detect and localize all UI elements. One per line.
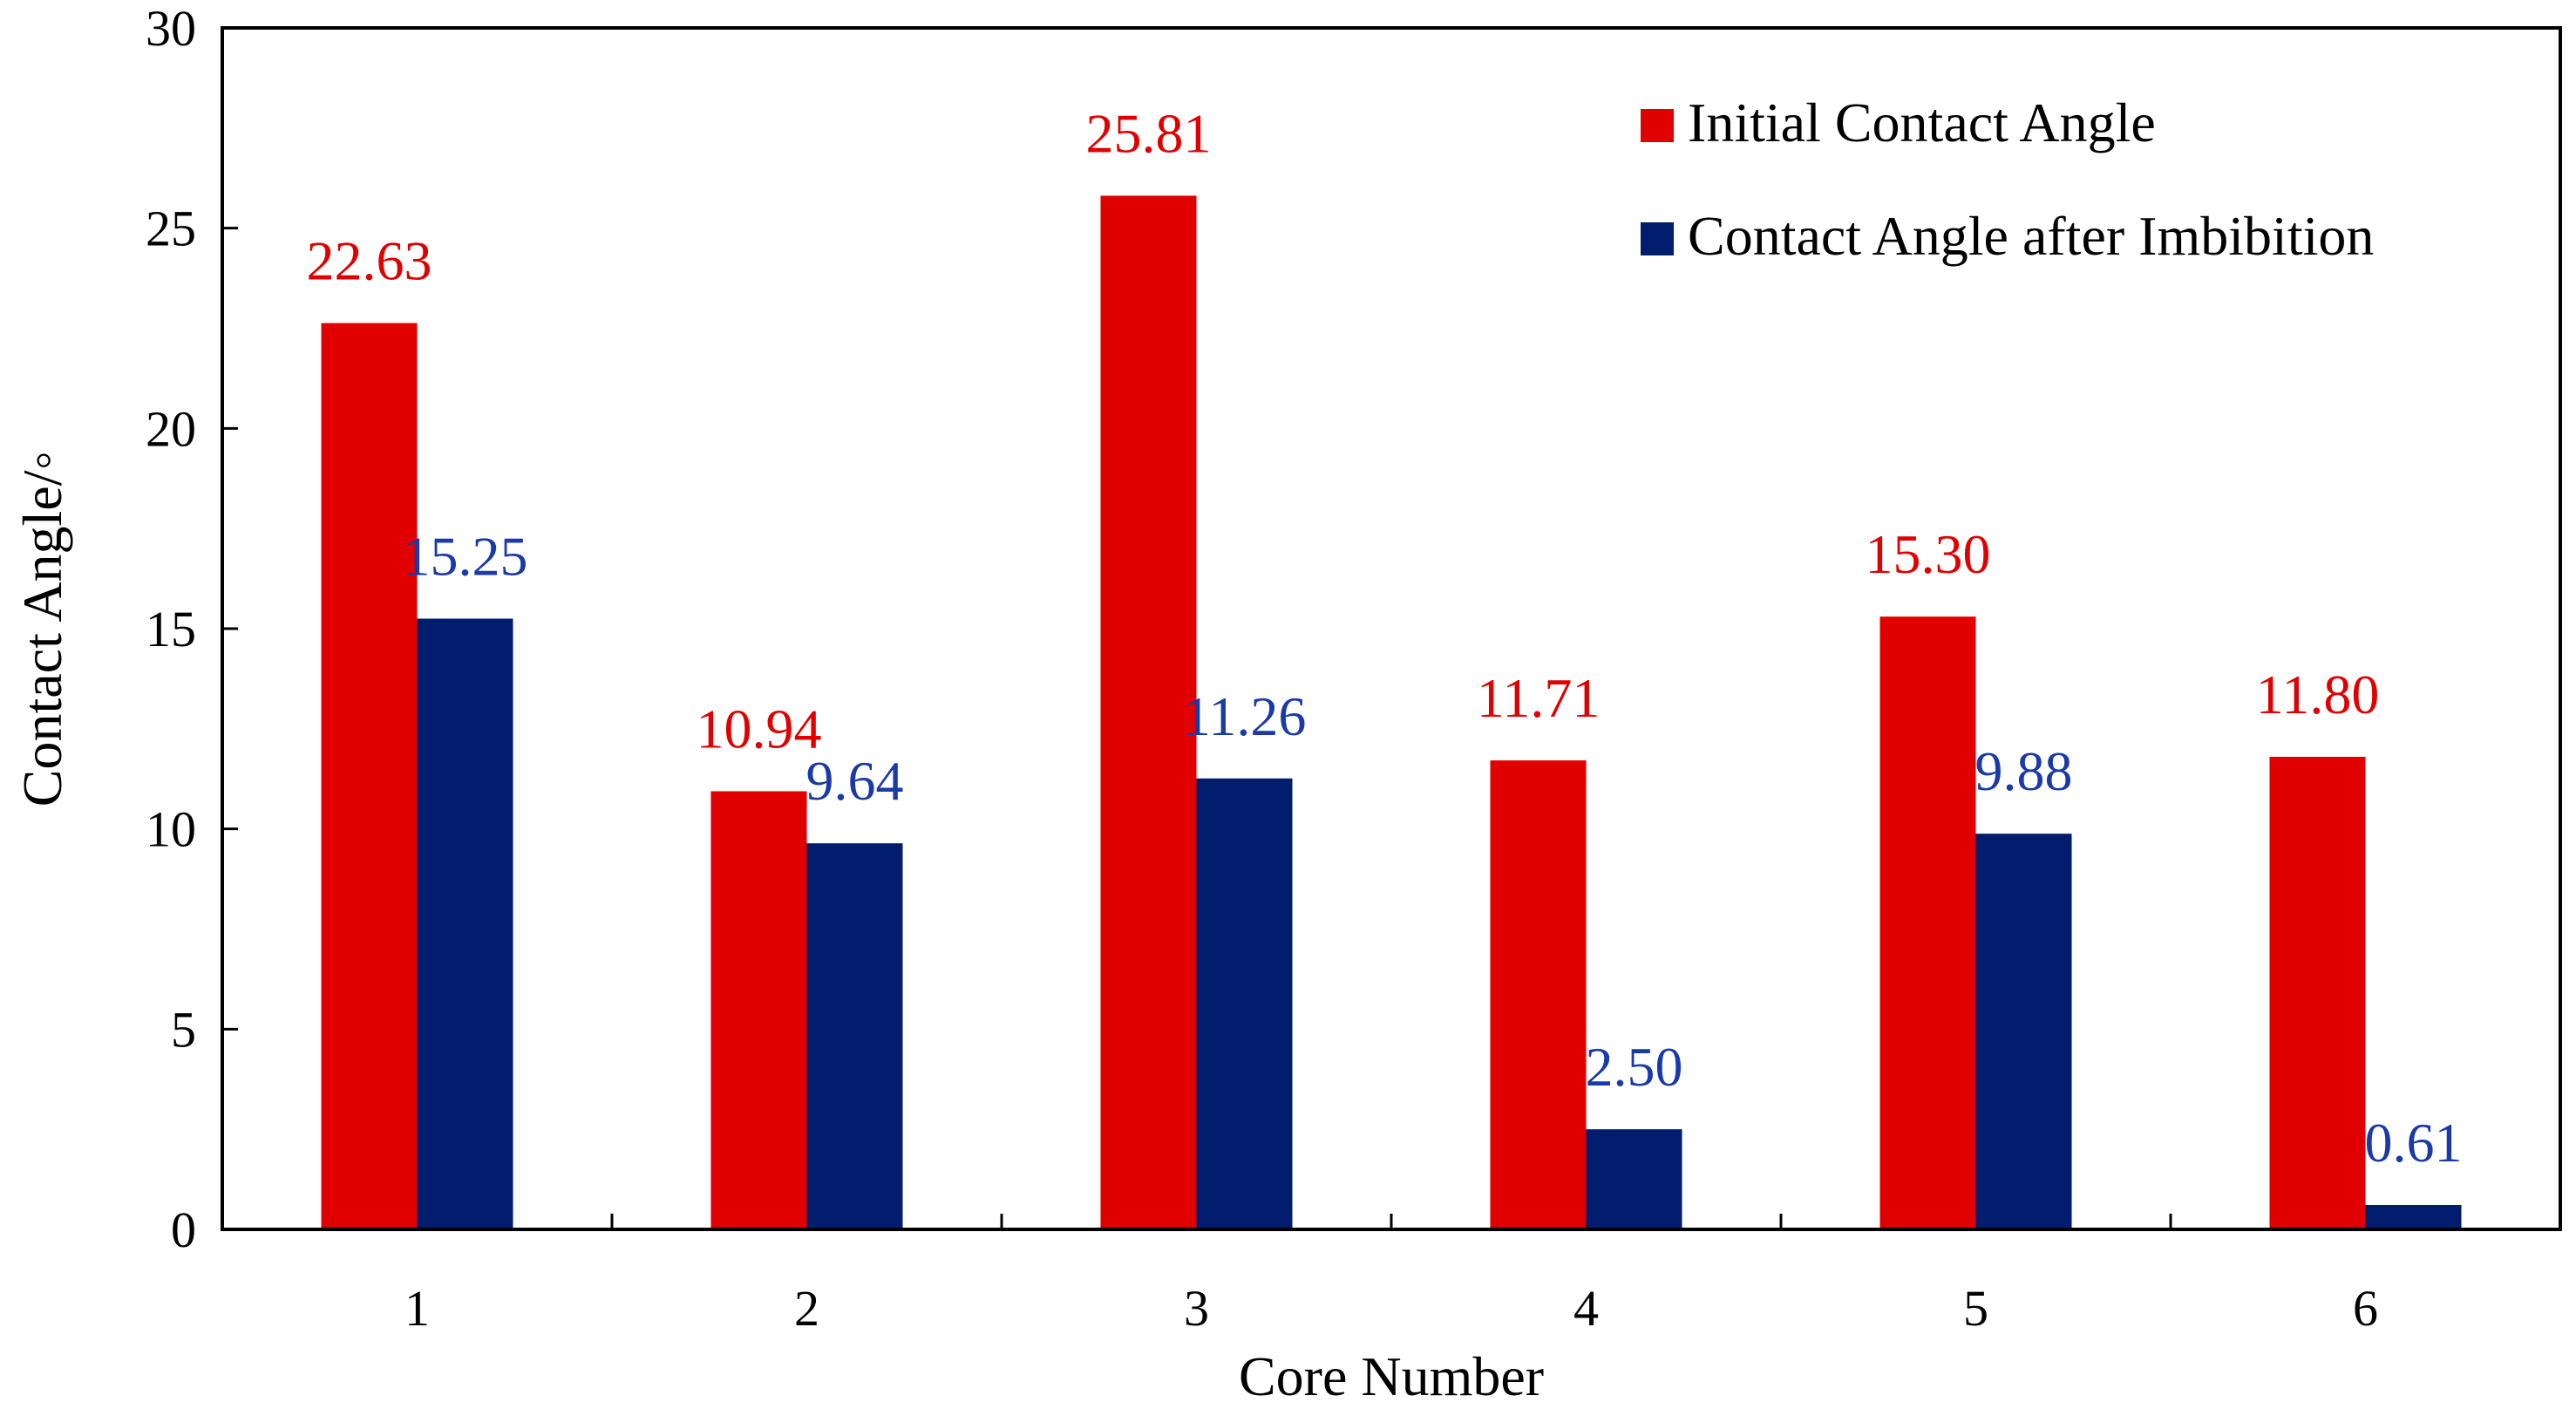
- data-label-series-1-core-2: 10.94: [697, 698, 822, 759]
- data-label-series-2-core-3: 11.26: [1183, 685, 1307, 747]
- data-label-series-2-core-4: 2.50: [1586, 1036, 1683, 1098]
- bar-series-2-core-5: [1975, 834, 2072, 1229]
- x-tick-label: 6: [2353, 1280, 2378, 1337]
- data-label-series-2-core-1: 15.25: [403, 526, 528, 588]
- x-tick-label: 2: [794, 1280, 819, 1337]
- y-tick-label: 0: [171, 1201, 196, 1258]
- bar-series-2-core-1: [417, 618, 513, 1229]
- x-axis: 1 2 3 4 5 6: [404, 1214, 2378, 1337]
- y-axis-title: Contact Angle/◦: [11, 451, 73, 807]
- data-label-series-1-core-3: 25.81: [1086, 102, 1212, 164]
- bar-series-2-core-2: [806, 843, 903, 1229]
- y-tick-label: 5: [171, 1001, 196, 1058]
- bar-series-1-core-1: [321, 323, 418, 1229]
- bar-series-1-core-4: [1490, 760, 1587, 1229]
- y-axis: 0 5 10 15 20 25 30: [146, 0, 238, 1258]
- legend: Initial Contact Angle Contact Angle afte…: [1641, 92, 2374, 267]
- data-label-series-1-core-4: 11.71: [1477, 667, 1601, 729]
- bar-series-1-core-2: [710, 791, 807, 1229]
- legend-label-after-imbibition: Contact Angle after Imbibition: [1688, 205, 2374, 267]
- y-tick-label: 10: [146, 801, 196, 858]
- legend-swatch-initial: [1641, 109, 1674, 142]
- data-labels-layer: 22.63 10.94 25.81 11.71 15.30 11.80 15.25 9.64 1…: [307, 102, 2463, 1174]
- data-label-series-1-core-6: 11.80: [2256, 664, 2380, 725]
- bars-layer: [321, 195, 2462, 1229]
- bar-series-2-core-3: [1196, 778, 1293, 1229]
- x-axis-title: Core Number: [1239, 1345, 1544, 1407]
- x-tick-label: 5: [1963, 1280, 1988, 1337]
- y-tick-label: 25: [146, 201, 196, 257]
- data-label-series-2-core-6: 0.61: [2365, 1112, 2463, 1174]
- legend-label-initial: Initial Contact Angle: [1688, 92, 2156, 153]
- legend-swatch-after-imbibition: [1641, 222, 1674, 255]
- bar-series-2-core-4: [1586, 1129, 1682, 1229]
- bar-series-1-core-6: [2269, 756, 2366, 1229]
- y-tick-label: 30: [146, 0, 196, 57]
- bar-series-1-core-5: [1879, 616, 1976, 1229]
- bar-series-2-core-6: [2365, 1204, 2462, 1229]
- x-tick-label: 3: [1184, 1280, 1209, 1337]
- x-tick-label: 1: [404, 1280, 430, 1337]
- data-label-series-2-core-2: 9.64: [806, 750, 904, 812]
- x-tick-label: 4: [1573, 1280, 1599, 1337]
- data-label-series-2-core-5: 9.88: [1975, 740, 2073, 802]
- data-label-series-1-core-1: 22.63: [307, 230, 432, 292]
- y-tick-label: 20: [146, 400, 196, 457]
- data-label-series-1-core-5: 15.30: [1866, 523, 1991, 585]
- y-tick-label: 15: [146, 601, 196, 657]
- bar-series-1-core-3: [1100, 195, 1197, 1229]
